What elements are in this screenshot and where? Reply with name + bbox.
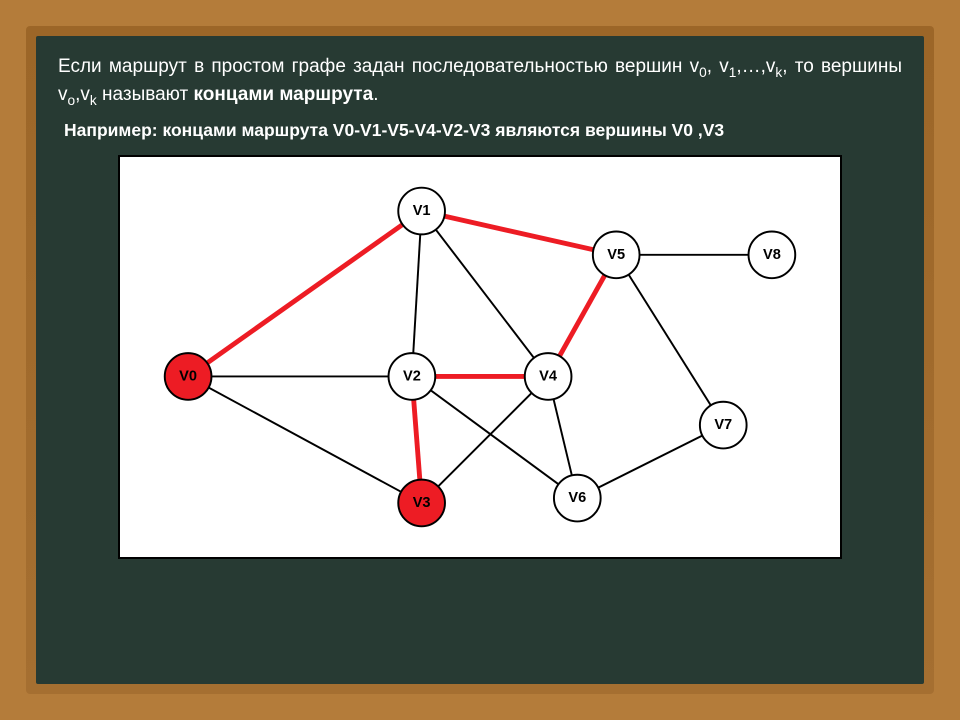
graph-svg: V0 V1 V2 V3 V4 V5 V6 V7 V8 [120, 157, 840, 557]
bold-term: концами маршрута [194, 84, 374, 105]
graph-node-label: V1 [413, 203, 431, 219]
graph-node-label: V7 [714, 418, 732, 434]
sub: 0 [699, 65, 707, 80]
graph-edge [577, 426, 723, 499]
txt: . [373, 84, 378, 105]
graph-edge [412, 211, 422, 376]
example-lead: Например: [64, 120, 158, 140]
example-text: Например: концами маршрута V0-V1-V5-V4-V… [64, 120, 902, 141]
graph-node-label: V8 [763, 247, 781, 263]
graph-node-label: V3 [413, 495, 431, 511]
example-body: концами маршрута V0-V1-V5-V4-V2-V3 являю… [158, 120, 725, 140]
graph-node-label: V6 [568, 491, 586, 507]
txt: ,…,v [736, 56, 775, 77]
txt: Если маршрут в простом графе задан после… [58, 56, 699, 77]
graph-edge [188, 377, 422, 503]
graph-node-label: V2 [403, 369, 421, 385]
graph-node-label: V5 [607, 247, 625, 263]
graph-edge [616, 255, 723, 425]
definition-text: Если маршрут в простом графе задан после… [58, 54, 902, 110]
wood-frame-outer: Если маршрут в простом графе задан после… [0, 0, 960, 720]
graph-diagram: V0 V1 V2 V3 V4 V5 V6 V7 V8 [118, 155, 842, 559]
graph-node-label: V4 [539, 369, 558, 385]
wood-frame-inner: Если маршрут в простом графе задан после… [26, 26, 934, 694]
sub: k [90, 93, 97, 108]
txt: называют [97, 84, 194, 105]
graph-node-label: V0 [179, 369, 197, 385]
chalkboard: Если маршрут в простом графе задан после… [36, 36, 924, 684]
graph-edge [422, 377, 548, 503]
txt: ,v [75, 84, 90, 105]
txt: , v [707, 56, 729, 77]
sub: o [68, 93, 76, 108]
graph-edge [188, 211, 422, 376]
